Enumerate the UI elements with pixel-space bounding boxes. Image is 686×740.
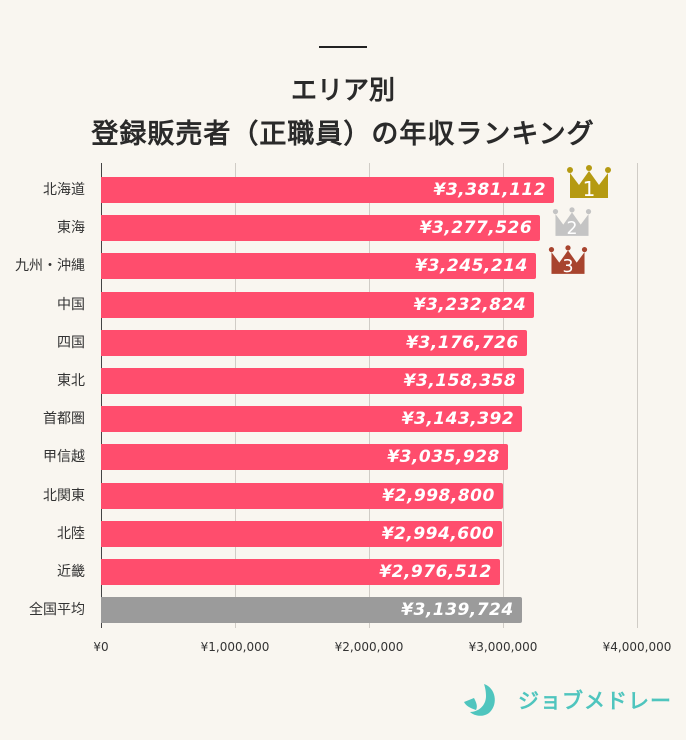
bar-value-label: ¥2,994,600 [381, 523, 495, 544]
bar-value-label: ¥3,035,928 [387, 447, 500, 468]
bar-row: 北関東 ¥2,998,800 [0, 482, 686, 509]
category-label: 中国 [57, 296, 85, 313]
gridline [235, 163, 236, 628]
rank-crown-icon: 3 [548, 245, 588, 279]
category-label: 全国平均 [29, 602, 85, 619]
bar: ¥3,139,724 [101, 597, 522, 624]
category-label: 北関東 [43, 487, 85, 504]
bar-row: 東海 ¥3,277,526 2 [0, 207, 686, 242]
bar-value-label: ¥3,139,724 [401, 600, 514, 621]
category-label: 四国 [57, 334, 85, 351]
bar-row: 北海道 ¥3,381,112 1 [0, 165, 686, 203]
bar: ¥3,381,112 [101, 177, 555, 203]
category-label: 九州・沖縄 [15, 258, 85, 275]
category-label: 首都圏 [43, 411, 85, 428]
bar-row: 首都圏 ¥3,143,392 [0, 406, 686, 433]
chart-title-line1: エリア別 [290, 76, 395, 106]
bar: ¥2,976,512 [101, 559, 500, 585]
bar-value-label: ¥3,232,824 [413, 294, 527, 315]
bar-value-label: ¥3,143,392 [401, 409, 515, 430]
category-label: 北陸 [57, 525, 85, 542]
x-tick-label: ¥2,000,000 [334, 640, 404, 654]
svg-text:3: 3 [562, 258, 573, 276]
x-tick-label: ¥1,000,000 [200, 640, 270, 654]
brand-name: ジョブメドレー [518, 689, 672, 713]
bar-value-label: ¥3,245,214 [415, 256, 528, 277]
category-label: 北海道 [43, 182, 85, 198]
bar-row: 九州・沖縄 ¥3,245,214 3 [0, 245, 686, 280]
gridline [369, 163, 370, 628]
bar-row: 東北 ¥3,158,358 [0, 368, 686, 394]
bar-row: 中国 ¥3,232,824 [0, 291, 686, 318]
x-tick-label: ¥3,000,000 [468, 640, 538, 654]
category-label: 東北 [57, 373, 85, 389]
bar-value-label: ¥3,176,726 [406, 332, 519, 353]
bar: ¥3,176,726 [101, 329, 527, 356]
svg-text:1: 1 [583, 177, 596, 199]
bar-row: 近畿 ¥2,976,512 [0, 559, 686, 585]
bar-row: 甲信越 ¥3,035,928 [0, 444, 686, 471]
bar-row: 北陸 ¥2,994,600 [0, 520, 686, 547]
bar-value-label: ¥3,277,526 [419, 218, 533, 239]
bar: ¥3,277,526 [101, 215, 541, 242]
rank-crown-icon: 2 [552, 207, 592, 241]
bar: ¥3,232,824 [101, 291, 535, 318]
bar-value-label: ¥2,998,800 [382, 485, 495, 506]
bar: ¥3,245,214 [101, 253, 536, 280]
gridline [637, 163, 638, 628]
category-label: 甲信越 [43, 449, 85, 466]
gridline [503, 163, 504, 628]
svg-text:2: 2 [567, 219, 578, 237]
category-label: 東海 [57, 220, 85, 237]
bar: ¥2,998,800 [101, 482, 503, 509]
brand-logo: ジョブメドレー [462, 682, 672, 718]
brand-mark-icon [464, 684, 495, 716]
x-tick-label: ¥4,000,000 [602, 640, 672, 654]
x-tick-label: ¥0 [93, 640, 109, 654]
bar-value-label: ¥3,381,112 [433, 180, 547, 200]
rank-crown-icon: 1 [566, 165, 612, 203]
bar: ¥3,143,392 [101, 406, 523, 433]
bar-row: 四国 ¥3,176,726 [0, 329, 686, 356]
bar-value-label: ¥3,158,358 [403, 371, 517, 391]
chart-plot-area: 北海道 ¥3,381,112 1 東海 ¥3,277,526 2 九州・沖縄 ¥3,245,2… [15, 163, 638, 628]
bar: ¥3,035,928 [101, 444, 508, 471]
category-label: 近畿 [57, 564, 85, 580]
bar: ¥3,158,358 [101, 368, 525, 394]
y-axis-line [101, 163, 102, 628]
bar: ¥2,994,600 [101, 520, 503, 547]
bar-value-label: ¥2,976,512 [379, 562, 492, 582]
title-decoration-line [319, 46, 367, 48]
chart-title-line2: 登録販売者（正職員）の年収ランキング [91, 119, 595, 150]
bar-row: 全国平均 ¥3,139,724 [0, 597, 686, 624]
